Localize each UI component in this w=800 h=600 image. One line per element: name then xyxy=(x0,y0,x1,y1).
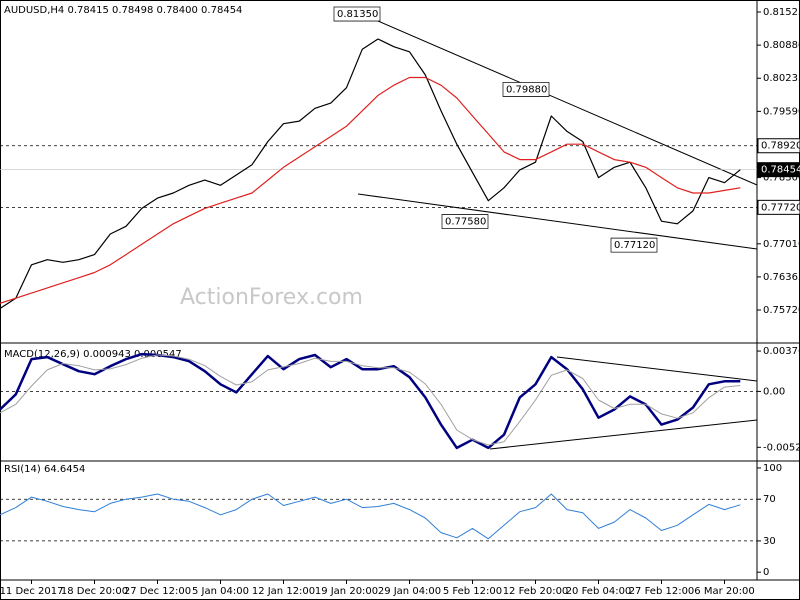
annotation-box xyxy=(610,237,658,253)
x-tick-label: 27 Dec 12:00 xyxy=(124,586,191,597)
x-tick-label: 12 Feb 20:00 xyxy=(503,586,569,597)
annotation-box xyxy=(502,82,550,97)
trend-line xyxy=(377,20,758,186)
x-tick-label: 11 Dec 2017 xyxy=(0,586,63,597)
watermark: ActionForex.com xyxy=(180,285,363,310)
x-tick-label: 19 Jan 20:00 xyxy=(315,586,378,597)
chart-title: AUDUSD,H4 0.78415 0.78498 0.78400 0.7845… xyxy=(4,5,242,16)
y-tick-label: 0.81525 xyxy=(763,7,800,18)
trend-line xyxy=(556,356,758,382)
y-tick-label: 0.80235 xyxy=(763,73,800,84)
y-tick-label: 0.76365 xyxy=(763,272,800,283)
macd-title: MACD(12,26,9) 0.000943 0.000547 xyxy=(4,349,182,360)
x-tick-label: 18 Dec 20:00 xyxy=(61,586,128,597)
x-tick-label: 5 Jan 04:00 xyxy=(192,586,249,597)
annotation-label: 0.79880 xyxy=(506,84,547,95)
series-line xyxy=(0,76,741,304)
x-tick-label: 27 Feb 12:00 xyxy=(629,586,695,597)
price-label-box xyxy=(757,162,800,178)
y-tick-label: 70 xyxy=(763,494,776,505)
price-label: 0.77720 xyxy=(761,202,800,213)
x-tick-label: 20 Feb 04:00 xyxy=(566,586,632,597)
x-tick-label: 6 Mar 20:00 xyxy=(694,586,754,597)
y-tick-label: 30 xyxy=(763,536,776,547)
y-tick-label: 100 xyxy=(763,463,782,474)
price-label-box xyxy=(757,138,800,154)
y-tick-label: 0.00 xyxy=(763,386,785,397)
trend-line xyxy=(357,193,758,250)
x-tick-label: 12 Jan 12:00 xyxy=(252,586,315,597)
series-line xyxy=(0,354,741,446)
series-line xyxy=(0,493,741,540)
trend-line xyxy=(489,419,758,450)
y-tick-label: -0.005216 xyxy=(763,442,800,453)
annotation-box xyxy=(333,6,381,22)
annotation-label: 0.77580 xyxy=(445,217,486,228)
annotation-label: 0.77120 xyxy=(614,240,655,251)
x-tick-label: 5 Feb 12:00 xyxy=(443,586,502,597)
y-tick-label: 0 xyxy=(763,567,769,578)
price-label: 0.78920 xyxy=(761,141,800,152)
annotation-label: 0.81350 xyxy=(337,9,378,20)
series-line xyxy=(0,38,741,310)
x-tick-label: 29 Jan 04:00 xyxy=(378,586,441,597)
price-label-box xyxy=(757,199,800,215)
y-tick-label: 0.003762 xyxy=(763,346,800,357)
price-label: 0.78454 xyxy=(761,165,800,176)
annotation-box xyxy=(441,214,489,229)
rsi-title: RSI(14) 64.6454 xyxy=(4,464,85,475)
